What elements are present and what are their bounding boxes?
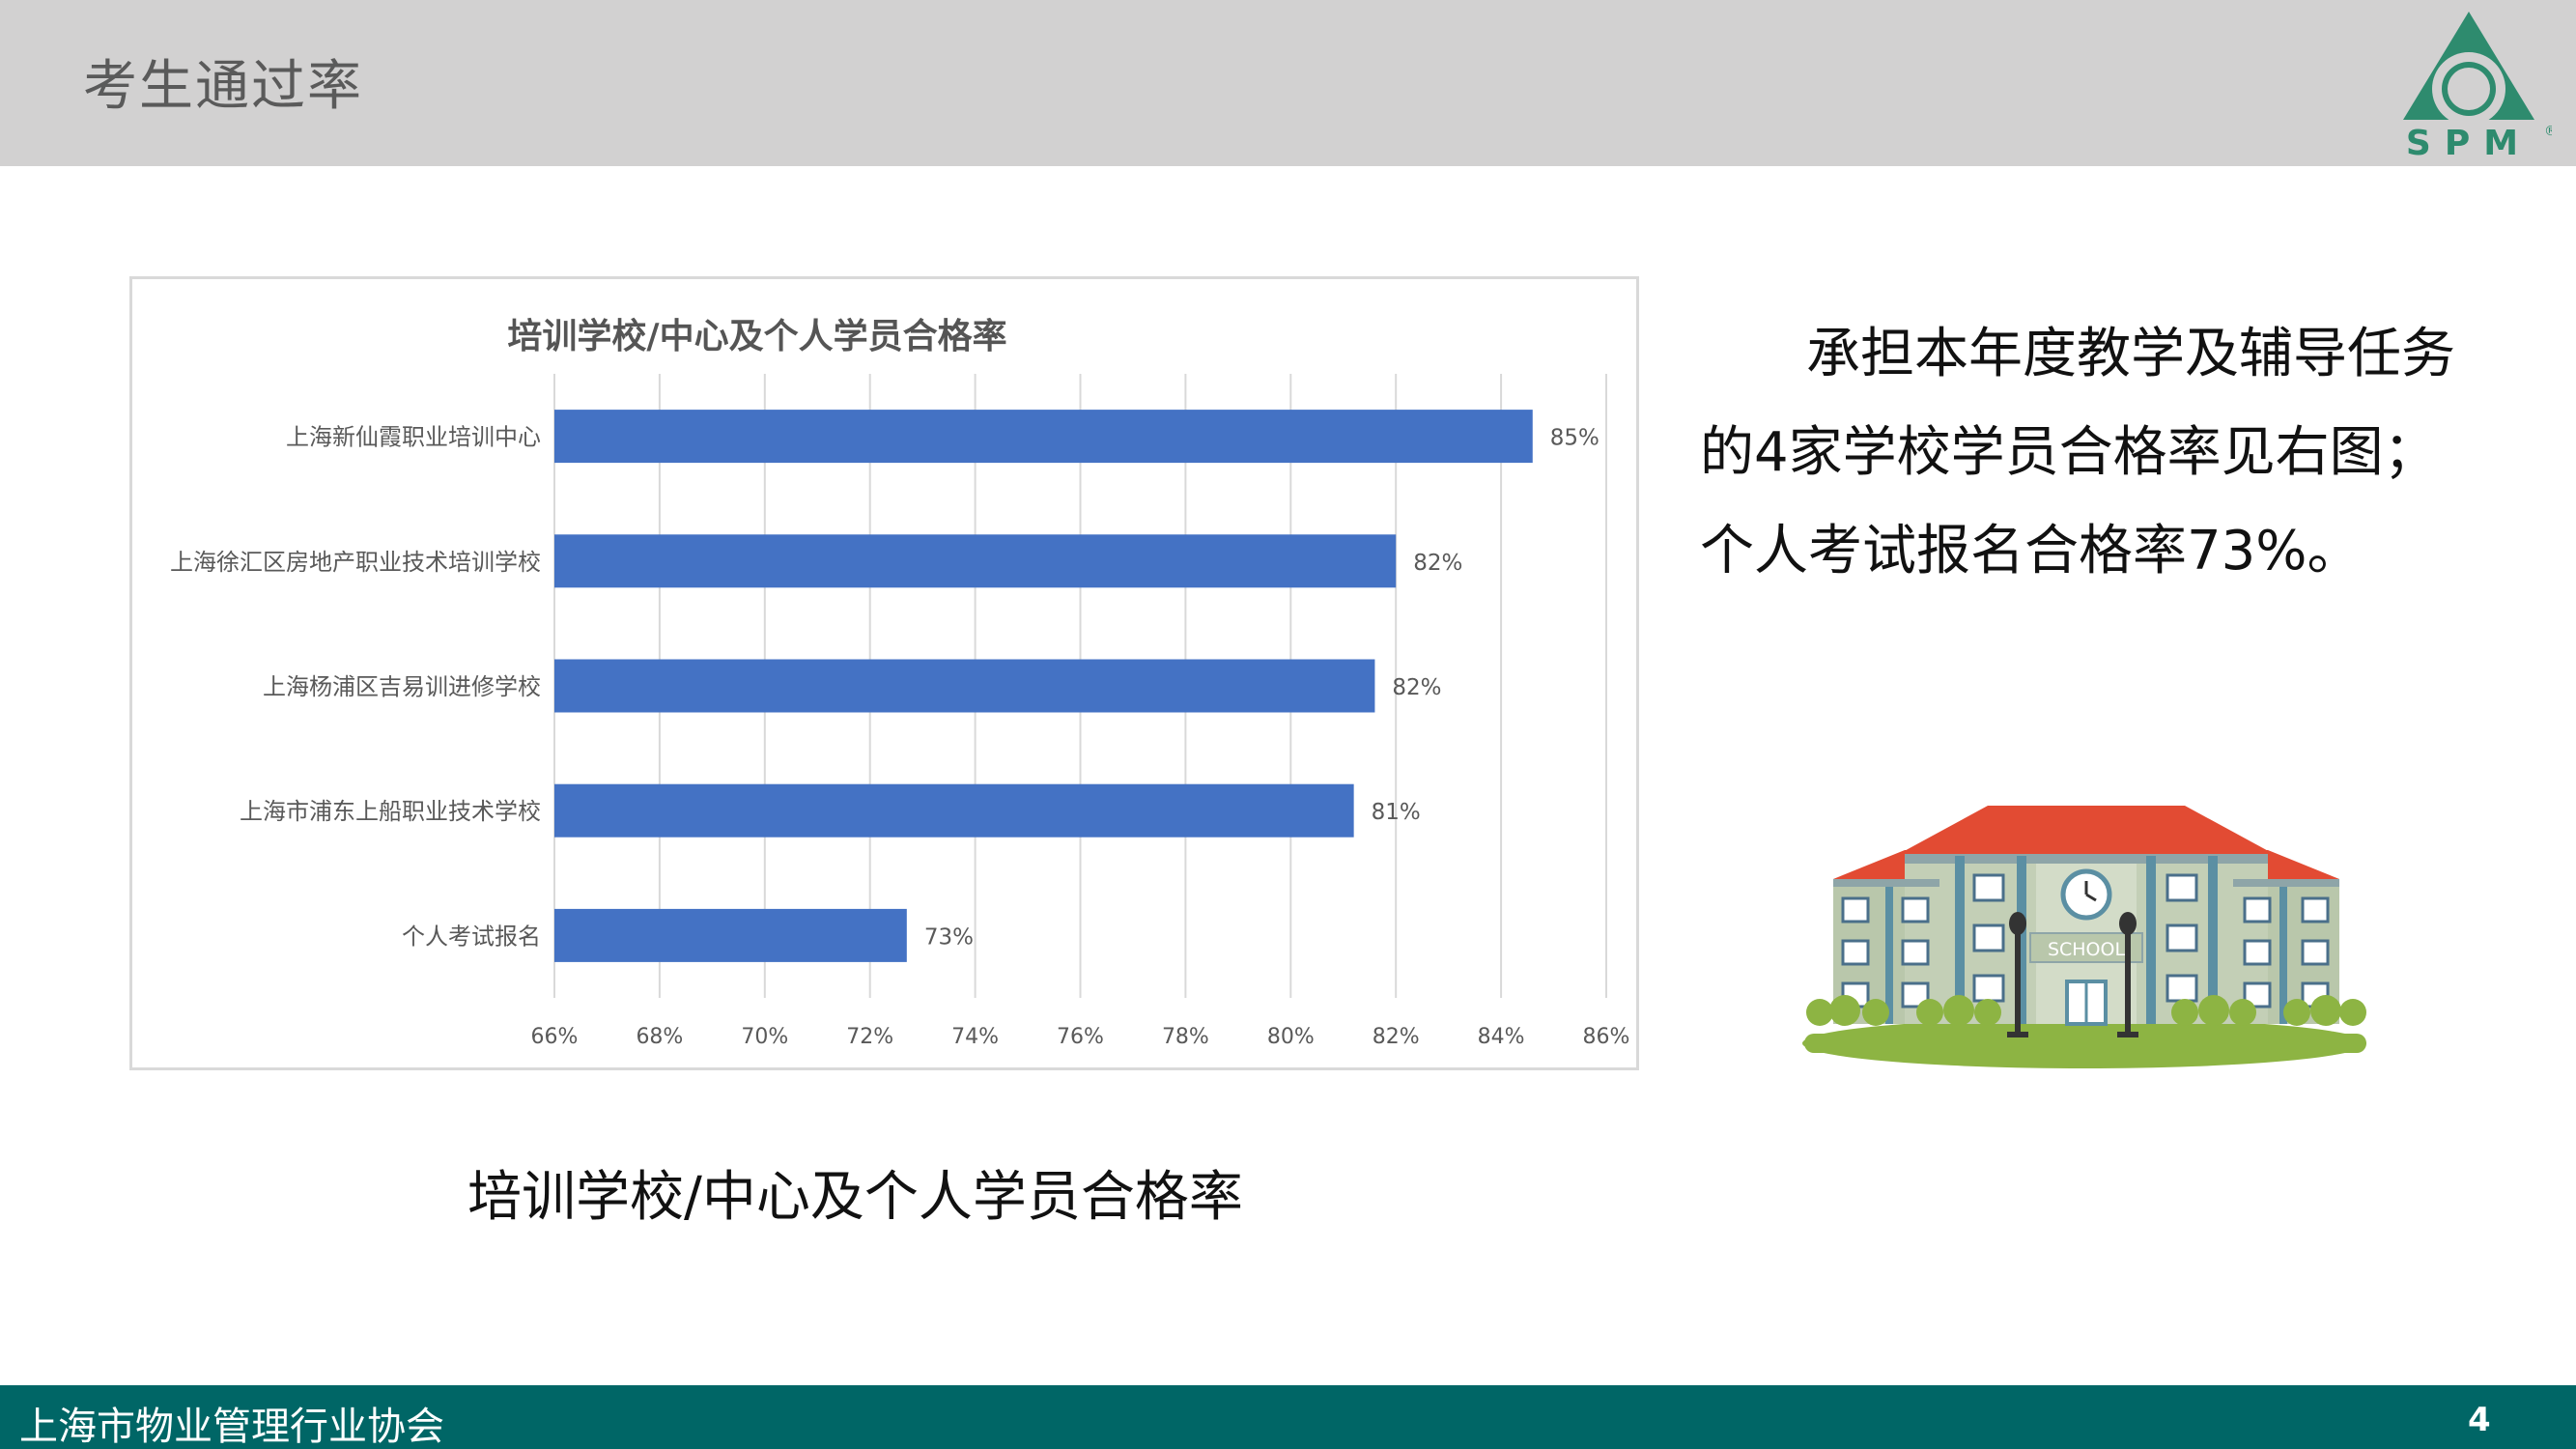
school-sign-text: SCHOOL	[2048, 939, 2126, 960]
header-bar: 考生通过率 SPM ®	[0, 0, 2576, 166]
category-label: 上海徐汇区房地产职业技术培训学校	[170, 549, 541, 576]
data-label: 73%	[924, 924, 974, 950]
bar-chart: 上海新仙霞职业培训中心上海徐汇区房地产职业技术培训学校上海杨浦区吉易训进修学校上…	[170, 374, 1630, 1049]
x-tick-label: 66%	[531, 1025, 579, 1049]
school-sign	[2029, 932, 2143, 963]
page-number: 4	[2468, 1401, 2491, 1439]
bar	[554, 783, 1354, 838]
slide-title: 考生通过率	[83, 55, 363, 118]
grid-lines	[553, 374, 1607, 998]
school-building-illustration: SCHOOL	[1802, 806, 2366, 1068]
windows	[1841, 873, 2330, 1009]
data-label: 82%	[1413, 551, 1462, 576]
category-label: 上海市浦东上船职业技术学校	[240, 798, 541, 825]
x-tick-label: 80%	[1267, 1025, 1315, 1049]
x-tick-label: 82%	[1373, 1025, 1420, 1049]
x-tick-label: 72%	[846, 1025, 893, 1049]
chart-caption: 培训学校/中心及个人学员合格率	[467, 1166, 1243, 1229]
center-roof	[1899, 806, 2274, 854]
category-label: 上海新仙霞职业培训中心	[286, 424, 541, 451]
category-label: 上海杨浦区吉易训进修学校	[263, 673, 541, 700]
x-tick-label: 84%	[1478, 1025, 1525, 1049]
chart-title: 培训学校/中心及个人学员合格率	[507, 317, 1007, 356]
bars	[554, 410, 1533, 962]
x-tick-label: 68%	[636, 1025, 683, 1049]
data-labels: 85% 82% 82% 81% 73%	[924, 426, 1599, 951]
data-label: 81%	[1372, 800, 1421, 825]
bar	[554, 908, 907, 962]
bar	[554, 659, 1375, 713]
lamp-posts	[2007, 912, 2138, 1037]
footer-bar: 上海市物业管理行业协会 4	[0, 1385, 2576, 1449]
organization-name: 上海市物业管理行业协会	[19, 1405, 444, 1449]
category-labels: 上海新仙霞职业培训中心上海徐汇区房地产职业技术培训学校上海杨浦区吉易训进修学校上…	[170, 424, 541, 951]
bar	[554, 410, 1533, 464]
bushes	[1806, 995, 2366, 1026]
logo-text: SPM	[2406, 124, 2532, 162]
description-text: 承担本年度教学及辅导任务的4家学校学员合格率见右图；个人考试报名合格率73%。	[1700, 323, 2455, 582]
x-tick-label: 78%	[1162, 1025, 1209, 1049]
x-tick-labels: 66% 68% 70% 72% 74% 76% 78% 80% 82% 84% 86%	[531, 1025, 1630, 1049]
x-tick-label: 74%	[951, 1025, 999, 1049]
spm-logo: SPM ®	[2403, 12, 2552, 162]
chart-container: 上海新仙霞职业培训中心上海徐汇区房地产职业技术培训学校上海杨浦区吉易训进修学校上…	[129, 276, 1639, 1070]
x-tick-label: 70%	[741, 1025, 788, 1049]
data-label: 85%	[1550, 426, 1599, 451]
logo-registered-mark: ®	[2544, 124, 2552, 139]
category-label: 个人考试报名	[402, 923, 541, 950]
bar	[554, 534, 1397, 588]
x-tick-label: 86%	[1583, 1025, 1630, 1049]
data-label: 82%	[1392, 675, 1441, 700]
x-tick-label: 76%	[1057, 1025, 1104, 1049]
